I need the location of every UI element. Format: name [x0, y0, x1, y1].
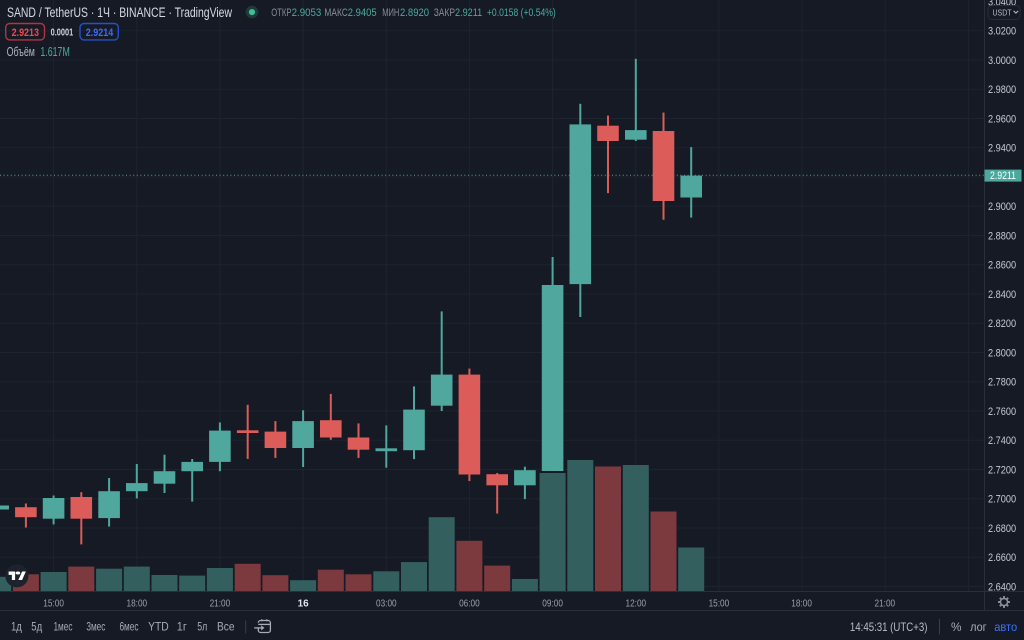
svg-text:18:00: 18:00: [791, 597, 812, 609]
svg-text:%: %: [951, 620, 962, 634]
svg-text:+0.0158 (+0.54%): +0.0158 (+0.54%): [487, 7, 556, 19]
svg-text:16: 16: [298, 597, 309, 609]
svg-text:14:45:31 (UTC+3): 14:45:31 (UTC+3): [850, 620, 928, 634]
svg-text:2.9211: 2.9211: [990, 170, 1016, 182]
svg-text:2.8920: 2.8920: [400, 7, 429, 19]
svg-text:21:00: 21:00: [875, 597, 896, 609]
svg-text:2.9000: 2.9000: [988, 201, 1016, 213]
svg-text:15:00: 15:00: [709, 597, 730, 609]
svg-text:2.9213: 2.9213: [12, 27, 39, 39]
svg-text:2.9400: 2.9400: [988, 143, 1016, 155]
svg-text:3.0400: 3.0400: [988, 0, 1016, 8]
svg-text:2.7400: 2.7400: [988, 435, 1016, 447]
svg-text:YTD: YTD: [148, 622, 169, 634]
svg-text:1.617M: 1.617M: [40, 45, 69, 59]
svg-text:2.9600: 2.9600: [988, 113, 1016, 125]
svg-text:2.6400: 2.6400: [988, 581, 1016, 593]
svg-text:1д: 1д: [11, 622, 22, 634]
svg-text:2.8600: 2.8600: [988, 260, 1016, 272]
svg-text:5л: 5л: [197, 622, 207, 634]
svg-text:МАКС: МАКС: [324, 7, 347, 19]
svg-text:авто: авто: [994, 620, 1017, 634]
svg-text:03:00: 03:00: [376, 597, 397, 609]
svg-text:3.0000: 3.0000: [988, 55, 1016, 67]
svg-text:USDT: USDT: [993, 8, 1012, 18]
svg-text:2.8200: 2.8200: [988, 318, 1016, 330]
svg-text:1мес: 1мес: [53, 622, 72, 634]
svg-text:2.8800: 2.8800: [988, 230, 1016, 242]
svg-text:2.7000: 2.7000: [988, 494, 1016, 506]
svg-text:2.9405: 2.9405: [348, 7, 377, 19]
svg-text:2.6800: 2.6800: [988, 523, 1016, 535]
svg-text:2.6600: 2.6600: [988, 552, 1016, 564]
svg-text:2.8000: 2.8000: [988, 347, 1016, 359]
svg-text:3.0200: 3.0200: [988, 26, 1016, 38]
svg-text:0.0001: 0.0001: [51, 27, 74, 39]
svg-text:ОТКР: ОТКР: [271, 7, 291, 19]
svg-text:12:00: 12:00: [626, 597, 647, 609]
svg-text:18:00: 18:00: [127, 597, 148, 609]
svg-text:2.8400: 2.8400: [988, 289, 1016, 301]
svg-text:6мес: 6мес: [119, 622, 138, 634]
svg-text:1г: 1г: [177, 622, 187, 634]
svg-text:2.7600: 2.7600: [988, 406, 1016, 418]
svg-text:2.7200: 2.7200: [988, 464, 1016, 476]
svg-text:2.9053: 2.9053: [292, 7, 322, 19]
svg-text:09:00: 09:00: [542, 597, 563, 609]
svg-text:Объём: Объём: [7, 45, 35, 59]
svg-text:2.9800: 2.9800: [988, 84, 1016, 96]
svg-text:2.9211: 2.9211: [455, 7, 482, 19]
svg-text:06:00: 06:00: [459, 597, 480, 609]
svg-text:15:00: 15:00: [43, 597, 64, 609]
svg-text:5д: 5д: [31, 622, 42, 634]
svg-text:2.7800: 2.7800: [988, 377, 1016, 389]
svg-text:21:00: 21:00: [210, 597, 231, 609]
svg-text:лог: лог: [970, 620, 987, 634]
svg-text:SAND / TetherUS · 1Ч · BINANCE: SAND / TetherUS · 1Ч · BINANCE · Trading…: [7, 5, 232, 20]
svg-text:3мес: 3мес: [86, 622, 105, 634]
svg-text:2.9214: 2.9214: [86, 27, 114, 39]
svg-text:Все: Все: [217, 622, 235, 634]
svg-text:МИН: МИН: [382, 7, 399, 19]
svg-text:ЗАКР: ЗАКР: [434, 7, 455, 19]
